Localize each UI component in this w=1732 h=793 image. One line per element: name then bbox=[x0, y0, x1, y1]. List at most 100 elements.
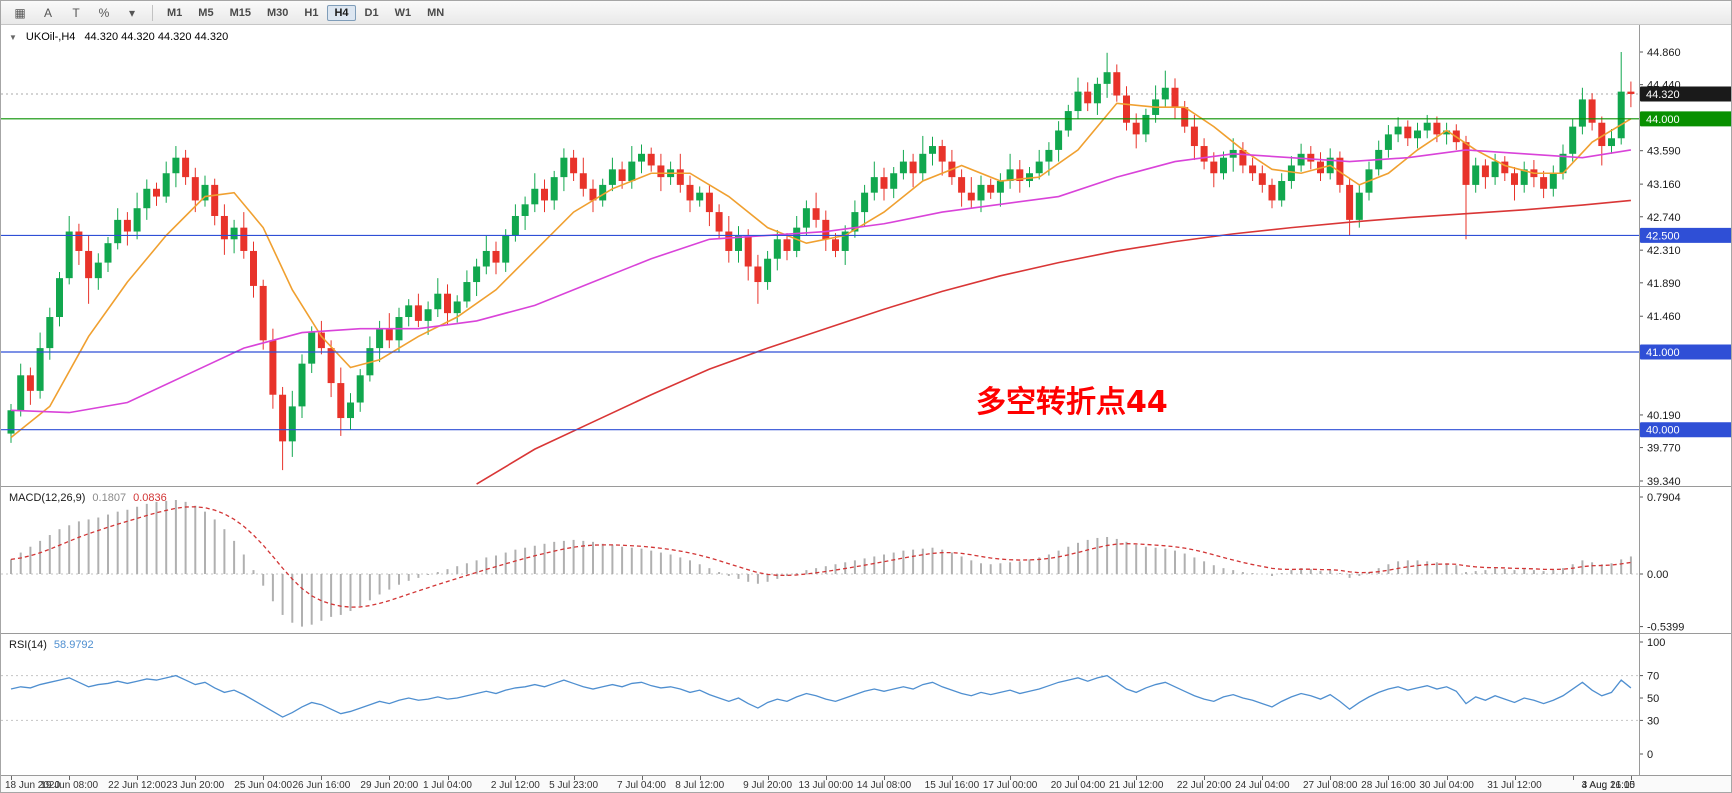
time-axis[interactable]: 18 Jun 2020 19 Jun 08:00 22 Jun 12:00 23 Ju… bbox=[1, 776, 1731, 792]
time-axis-label: 20 Jul 04:00 bbox=[1050, 780, 1106, 791]
candle-down bbox=[182, 157, 190, 178]
candle-down bbox=[269, 340, 277, 395]
candle-down bbox=[1627, 91, 1635, 94]
chart-title: ▼ UKOil-,H4 44.320 44.320 44.320 44.320 bbox=[9, 31, 228, 43]
candle-down bbox=[240, 227, 248, 251]
candle-down bbox=[686, 184, 694, 201]
candle-up bbox=[453, 301, 461, 314]
timeframe-button-d1[interactable]: D1 bbox=[364, 6, 379, 19]
chart-ohlc-values: 44.320 44.320 44.320 44.320 bbox=[84, 31, 229, 43]
candle-down bbox=[1016, 169, 1024, 182]
candle-down bbox=[337, 383, 345, 419]
candle-up bbox=[890, 173, 898, 189]
time-axis-label: 1 Jul 04:00 bbox=[423, 780, 472, 791]
timeframe-button-m30[interactable]: M30 bbox=[266, 6, 289, 19]
ma-medium-line[interactable] bbox=[10, 149, 1632, 414]
candle-down bbox=[783, 239, 791, 251]
time-axis-label: 31 Jul 12:00 bbox=[1487, 780, 1542, 791]
candle-down bbox=[444, 293, 451, 314]
macd-main-value: 0.1807 bbox=[92, 492, 127, 504]
candle-up bbox=[1423, 122, 1431, 131]
time-tick bbox=[1630, 776, 1632, 780]
candle-down bbox=[589, 188, 597, 201]
candle-down bbox=[657, 165, 665, 178]
candle-up bbox=[298, 363, 306, 407]
dropdown-caret-icon[interactable]: ▾ bbox=[128, 5, 136, 20]
time-tick bbox=[447, 776, 449, 780]
timeframe-button-w1[interactable]: W1 bbox=[394, 6, 412, 19]
macd-panel[interactable]: 0.7904 0.00 -0.5399 MACD(12,26,9) 0.1807 0… bbox=[1, 487, 1732, 633]
percent-scale-button[interactable]: % bbox=[98, 5, 110, 20]
timeframe-button-h1[interactable]: H1 bbox=[304, 6, 319, 19]
candle-up bbox=[1414, 130, 1421, 139]
candle-down bbox=[1462, 142, 1470, 185]
time-tick bbox=[951, 776, 953, 780]
timeframe-button-h4[interactable]: H4 bbox=[327, 4, 356, 21]
candle-up bbox=[1093, 83, 1101, 104]
rsi-line bbox=[10, 674, 1632, 718]
ma-fast-line[interactable] bbox=[10, 102, 1632, 439]
candle-up bbox=[94, 262, 102, 279]
candle-down bbox=[1433, 122, 1441, 135]
candle-down bbox=[987, 184, 995, 193]
toolbar: ▦ A T% ▾ M1 M5 M15 M30 H1 H4 D1 W1 MN bbox=[1, 1, 1731, 25]
candle-down bbox=[1113, 72, 1121, 96]
candle-up bbox=[143, 188, 151, 209]
collapse-objects-icon[interactable]: ▼ bbox=[9, 32, 17, 42]
time-axis-label: 23 Jun 20:00 bbox=[166, 780, 225, 791]
candle-down bbox=[725, 231, 733, 251]
candle-down bbox=[1346, 184, 1354, 220]
candle-down bbox=[1540, 177, 1548, 189]
candle-up bbox=[1161, 87, 1169, 100]
candle-down bbox=[618, 169, 626, 182]
candle-down bbox=[1501, 161, 1509, 174]
time-tick bbox=[1204, 776, 1206, 780]
time-axis-label: 7 Jul 04:00 bbox=[617, 780, 666, 791]
candles-layer bbox=[7, 52, 1635, 471]
time-tick bbox=[1330, 776, 1332, 780]
panel-separator[interactable] bbox=[1, 633, 1731, 634]
candle-down bbox=[579, 173, 587, 189]
text-tool-button[interactable]: T bbox=[72, 5, 80, 20]
price-scale-label: 39.770 bbox=[1647, 443, 1681, 455]
panel-separator[interactable] bbox=[1, 486, 1731, 487]
candle-up bbox=[1520, 169, 1528, 185]
candle-up bbox=[1297, 153, 1305, 166]
candle-up bbox=[56, 278, 63, 318]
chart-annotation-text[interactable]: 多空转折点44 bbox=[976, 385, 1168, 420]
price-chart-svg[interactable]: 44.86044.44043.59043.16042.74042.31041.8… bbox=[1, 25, 1732, 486]
candle-up bbox=[104, 243, 112, 263]
ma-slow-line[interactable] bbox=[476, 199, 1631, 485]
rsi-chart-svg[interactable]: 100 70 50 30 0 bbox=[1, 634, 1732, 775]
time-axis-label: 28 Jul 16:00 bbox=[1361, 780, 1416, 791]
chart-type-icon[interactable]: ▦ bbox=[14, 5, 26, 20]
timeframe-buttons: M1 M5 M15 M30 H1 H4 D1 W1 MN bbox=[160, 4, 451, 21]
candle-down bbox=[211, 184, 219, 216]
macd-chart-svg[interactable]: 0.7904 0.00 -0.5399 bbox=[1, 487, 1732, 633]
panel-separator[interactable] bbox=[1, 775, 1731, 776]
candle-up bbox=[1617, 91, 1625, 139]
time-axis-label: 13 Jul 00:00 bbox=[798, 780, 854, 791]
time-axis-label: 2 Jul 12:00 bbox=[490, 780, 540, 791]
timeframe-button-m15[interactable]: M15 bbox=[229, 6, 251, 19]
price-badge-label: 40.000 bbox=[1646, 425, 1680, 437]
candle-down bbox=[327, 348, 335, 384]
time-tick bbox=[641, 776, 643, 780]
timeframe-button-m1[interactable]: M1 bbox=[167, 6, 183, 19]
toolbar-separator bbox=[152, 4, 153, 21]
candle-up bbox=[7, 410, 15, 434]
candle-up bbox=[531, 188, 539, 205]
timeframe-button-mn[interactable]: MN bbox=[427, 6, 445, 19]
candle-up bbox=[1045, 149, 1053, 162]
candle-up bbox=[36, 348, 44, 391]
price-chart-panel[interactable]: 44.860 44.440 43.590 43.160 42.740 42.310 41.8… bbox=[1, 25, 1732, 486]
candle-up bbox=[599, 184, 607, 201]
cursor-tool-button[interactable]: A bbox=[43, 5, 52, 20]
rsi-panel[interactable]: 100 70 50 30 0 RSI(14) 58.9792 bbox=[1, 634, 1732, 775]
candle-up bbox=[638, 153, 645, 162]
time-tick bbox=[11, 776, 12, 780]
time-axis-label: 8 Jul 12:00 bbox=[675, 780, 725, 791]
price-badge bbox=[1640, 227, 1731, 243]
timeframe-button-m5[interactable]: M5 bbox=[198, 6, 214, 19]
time-tick bbox=[515, 776, 517, 780]
